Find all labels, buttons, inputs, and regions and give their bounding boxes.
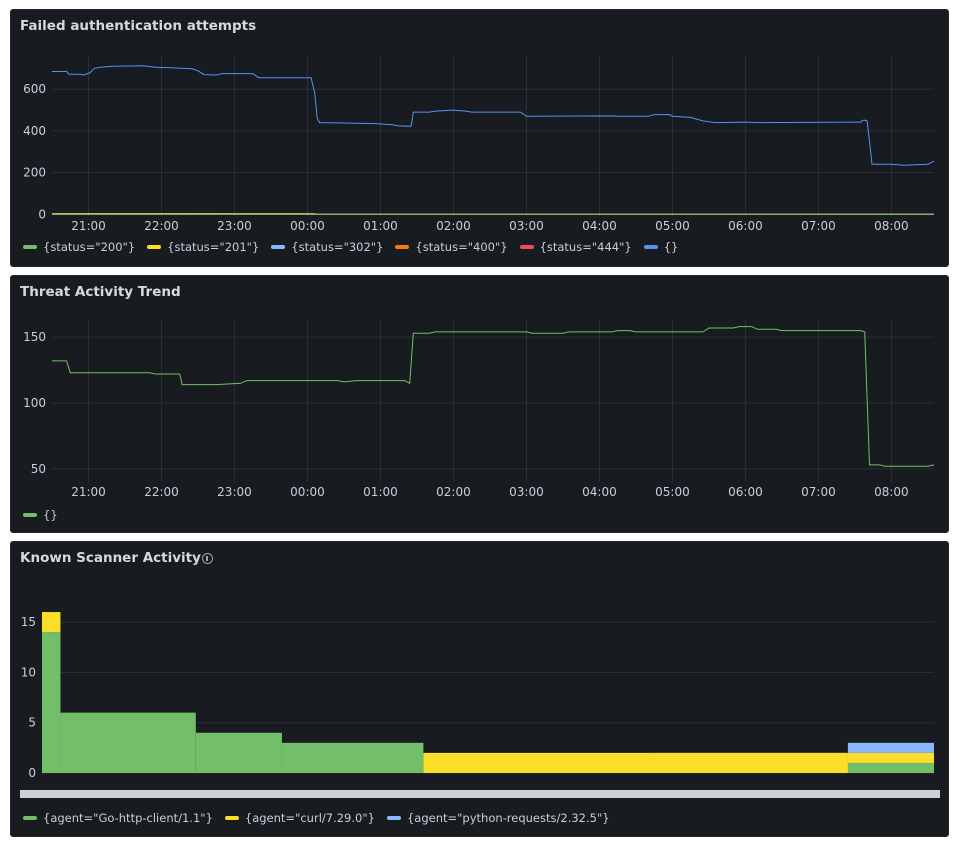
- x-tick-label: 02:00: [436, 219, 471, 232]
- info-circle-icon[interactable]: [202, 553, 213, 564]
- grid: [52, 320, 934, 482]
- x-tick-label: 00:00: [290, 219, 325, 232]
- bar-segment[interactable]: [847, 742, 934, 753]
- bar-segment[interactable]: [195, 732, 282, 773]
- threat-activity-chart[interactable]: 50 100 150 21:00 22:00 23:00 00:00 01:00 02:00 03…: [11, 276, 948, 498]
- y-tick-label: 100: [23, 396, 46, 410]
- x-tick-label: 07:00: [801, 219, 836, 232]
- x-tick-label: 08:00: [874, 485, 909, 498]
- x-tick-label: 07:00: [801, 485, 836, 498]
- legend-swatch: [147, 245, 162, 249]
- legend-item[interactable]: {status="302"}: [271, 240, 383, 254]
- x-tick-label: 04:00: [582, 485, 617, 498]
- y-tick-label: 200: [23, 166, 46, 180]
- bar-segment[interactable]: [42, 632, 61, 773]
- legend-swatch: [395, 245, 410, 249]
- x-tick-label: 04:00: [582, 219, 617, 232]
- legend-label: {agent="curl/7.29.0"}: [244, 811, 375, 825]
- legend-item[interactable]: {agent="Go-http-client/1.1"}: [23, 811, 213, 825]
- x-tick-label: 21:00: [71, 485, 106, 498]
- series-line[interactable]: [52, 326, 935, 467]
- legend-item[interactable]: {status="400"}: [395, 240, 508, 254]
- y-tick-label: 0: [38, 207, 46, 221]
- x-tick-label: 00:00: [290, 485, 325, 498]
- y-tick-label: 400: [23, 124, 46, 138]
- y-tick-label: 150: [23, 330, 46, 344]
- legend-item[interactable]: {}: [643, 240, 679, 254]
- legend-label: {status="444"}: [539, 240, 632, 254]
- legend-item[interactable]: {status="201"}: [147, 240, 259, 254]
- threat-activity-panel: Threat Activity Trend 50 100 150 21:00 22:00…: [10, 275, 949, 533]
- y-tick-label: 600: [23, 82, 46, 96]
- series-line[interactable]: [52, 65, 935, 166]
- x-tick-label: 03:00: [509, 485, 544, 498]
- x-tick-label: 06:00: [728, 485, 763, 498]
- legend: {}: [23, 508, 58, 522]
- panel-title: Known Scanner Activity: [20, 550, 201, 566]
- legend-swatch: [386, 816, 401, 820]
- legend-item[interactable]: {status="200"}: [23, 240, 135, 254]
- legend-swatch: [23, 816, 37, 820]
- legend-swatch: [519, 245, 534, 249]
- x-tick-label: 01:00: [363, 485, 398, 498]
- failed-auth-chart[interactable]: 0 200 400 600 21:00 22:00 23:00 00:00 01:00 02:00…: [11, 10, 948, 232]
- x-tick-label: 22:00: [144, 485, 179, 498]
- panel-title: Failed authentication attempts: [20, 18, 257, 34]
- legend-swatch: [224, 816, 239, 820]
- legend-item[interactable]: {agent="curl/7.29.0"}: [224, 811, 375, 825]
- x-tick-label: 02:00: [436, 485, 471, 498]
- legend: {agent="Go-http-client/1.1"} {agent="curl…: [23, 811, 610, 825]
- legend-label: {status="302"}: [291, 240, 384, 254]
- x-tick-label: 03:00: [509, 219, 544, 232]
- bar-segment[interactable]: [847, 762, 934, 773]
- panel-title: Threat Activity Trend: [20, 284, 181, 300]
- legend-item[interactable]: {agent="python-requests/2.32.5"}: [386, 811, 610, 825]
- legend-label: {status="400"}: [415, 240, 508, 254]
- legend-item[interactable]: {}: [23, 508, 58, 522]
- bar-segment[interactable]: [42, 612, 61, 633]
- failed-auth-panel: Failed authentication attempts 0 200 400 60…: [10, 9, 949, 267]
- legend: {status="200"} {status="201"} {status="302…: [23, 240, 678, 254]
- x-tick-label: 23:00: [217, 485, 252, 498]
- legend-label: {}: [43, 508, 58, 522]
- x-tick-label: 01:00: [363, 219, 398, 232]
- legend-label: {}: [663, 240, 679, 254]
- legend-label: {agent="Go-http-client/1.1"}: [43, 811, 213, 825]
- x-tick-label: 05:00: [655, 485, 690, 498]
- legend-swatch: [23, 513, 37, 517]
- y-tick-label: 50: [31, 462, 46, 476]
- legend-label: {status="200"}: [43, 240, 136, 254]
- x-axis-band: [20, 790, 940, 798]
- legend-swatch: [23, 245, 37, 249]
- grid: [52, 56, 934, 216]
- legend-label: {agent="python-requests/2.32.5"}: [406, 811, 610, 825]
- bar-segment[interactable]: [60, 712, 196, 773]
- bar-segment[interactable]: [847, 752, 934, 763]
- x-tick-label: 06:00: [728, 219, 763, 232]
- legend-swatch: [271, 245, 286, 249]
- y-tick-label: 10: [21, 665, 36, 679]
- bar-segment[interactable]: [423, 752, 848, 773]
- x-tick-label: 08:00: [874, 219, 909, 232]
- legend-swatch: [643, 245, 658, 249]
- bar-segment[interactable]: [281, 742, 424, 773]
- x-tick-label: 21:00: [71, 219, 106, 232]
- y-tick-label: 5: [28, 716, 36, 730]
- legend-label: {status="201"}: [167, 240, 260, 254]
- legend-item[interactable]: {status="444"}: [519, 240, 632, 254]
- x-tick-label: 22:00: [144, 219, 179, 232]
- y-tick-label: 0: [28, 766, 36, 780]
- x-tick-label: 05:00: [655, 219, 690, 232]
- y-tick-label: 15: [21, 615, 36, 629]
- scanner-activity-panel: Known Scanner Activity 0 5 10 15 {agent="Go…: [10, 541, 949, 837]
- scanner-activity-chart[interactable]: 0 5 10 15: [11, 542, 948, 804]
- x-tick-label: 23:00: [217, 219, 252, 232]
